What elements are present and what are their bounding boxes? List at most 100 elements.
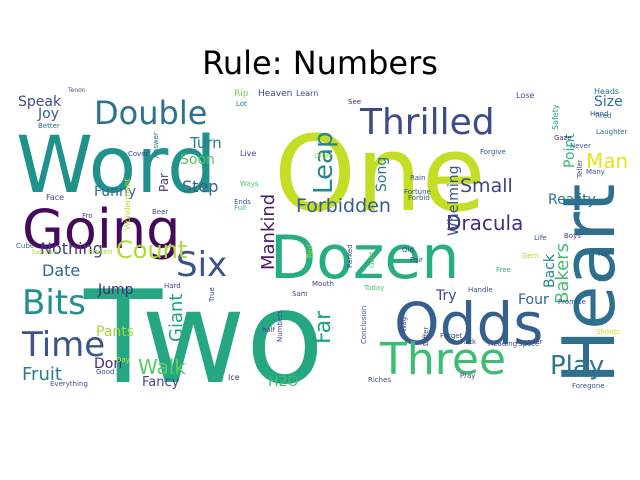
word-half: half — [262, 326, 276, 334]
word-step: Step — [182, 177, 218, 196]
word-speak: Speak — [18, 94, 62, 110]
word-dracula: Dracula — [446, 211, 523, 235]
word-heaven: Heaven — [258, 89, 292, 99]
word-cover: Cover — [128, 150, 149, 158]
word-three: Three — [379, 334, 506, 385]
word-shoots: Shoots — [596, 328, 620, 336]
word-thrilled: Thrilled — [359, 102, 495, 143]
word-everything: Everything — [50, 380, 88, 388]
word-whelming: Whelming — [446, 165, 462, 236]
word-today: Today — [363, 284, 384, 292]
word-don: Don — [94, 356, 122, 372]
word-space: Space — [518, 340, 539, 348]
word-free: Free — [496, 266, 511, 274]
word-forbidden: Forbidden — [296, 195, 391, 217]
word-soon: Soon — [180, 152, 215, 168]
word-hard: Hard — [164, 282, 181, 290]
word-funny: Funny — [94, 184, 136, 200]
word-four: Four — [518, 292, 549, 308]
word-red: Red — [306, 245, 314, 258]
word-mouth: Mouth — [312, 280, 334, 288]
word-size: Size — [594, 94, 623, 110]
word-par: Par — [157, 173, 171, 192]
word-try: Try — [435, 288, 457, 304]
word-heading: Heading — [488, 340, 517, 348]
word-bits: Bits — [22, 283, 86, 323]
word-song: Song — [374, 157, 390, 192]
word-giant: Giant — [166, 294, 187, 342]
word-fancy: Fancy — [142, 375, 180, 390]
word-better: Better — [38, 122, 60, 130]
word-numbers: Numbers — [276, 310, 284, 342]
word-leap: Leap — [309, 132, 339, 194]
word-walk: Walk — [138, 355, 186, 379]
word-cube: Cube — [16, 242, 34, 250]
word-safety: Safety — [551, 104, 560, 130]
word-full: Full — [234, 204, 246, 212]
word-life: Life — [534, 234, 547, 242]
word-true: True — [208, 287, 216, 303]
word-never: Never — [570, 142, 591, 150]
word-handle: Handle — [468, 286, 493, 294]
word-live: Live — [240, 149, 256, 158]
word-word: Word — [16, 121, 216, 211]
word-two: Two — [83, 264, 324, 390]
word-joy: Joy — [37, 106, 59, 122]
word-h2o: H2O — [268, 374, 298, 390]
word-rip: Rip — [234, 89, 249, 99]
word-gem: Gem — [522, 252, 539, 260]
word-heart: Heart — [547, 184, 628, 384]
word-six: Six — [176, 245, 227, 285]
word-fruit: Fruit — [22, 364, 62, 385]
word-boys: Boys — [564, 232, 581, 240]
word-parked: Parked — [346, 244, 354, 268]
word-promise: Promise — [558, 298, 586, 306]
word-riches: Riches — [368, 376, 391, 384]
word-good: Good — [96, 368, 114, 376]
word-wonderment: Wonderment — [123, 179, 132, 230]
word-gold: Gold — [368, 252, 376, 268]
word-heads: Heads — [594, 87, 619, 96]
word-conclusion: Conclusion — [360, 306, 368, 344]
word-see: See — [348, 98, 361, 106]
word-back: Back — [542, 253, 558, 288]
word-one: One — [274, 113, 486, 235]
word-jump: Jump — [97, 282, 134, 298]
word-gaze: Gaze — [554, 134, 572, 142]
word-double: Double — [94, 94, 207, 132]
word-exercise: Exercise — [32, 249, 57, 256]
word-learn: Learn — [296, 89, 318, 98]
word-differ: Differ — [422, 327, 430, 346]
word-hot: Hot — [598, 250, 611, 258]
word-fro: Fro — [82, 212, 93, 220]
chart-title: Rule: Numbers — [202, 44, 438, 82]
word-foregone: Foregone — [572, 382, 605, 390]
word-tired: Tired — [593, 112, 611, 120]
word-day: Day — [116, 356, 130, 364]
word-rain: Rain — [410, 174, 425, 182]
word-date: Date — [42, 261, 80, 280]
word-going: Going — [22, 198, 180, 261]
word-old: Old — [402, 246, 414, 254]
word-small: Small — [460, 175, 513, 197]
word-broken: Broken — [88, 248, 112, 256]
word-lose: Lose — [516, 91, 534, 100]
word-odds: Odds — [394, 290, 544, 358]
word-sam: Sam — [292, 290, 308, 298]
word-ways: Ways — [240, 180, 259, 188]
word-face: Face — [46, 193, 64, 202]
word-forbid: Forbid — [408, 194, 430, 202]
word-tenon: Tenon — [67, 87, 86, 94]
word-fortune: Fortune — [404, 188, 431, 196]
word-man: Man — [586, 149, 628, 173]
word-time: Time — [21, 325, 105, 365]
word-teller: Teller — [576, 159, 584, 179]
word-pack: Pack — [460, 338, 477, 346]
word-answer: Answer — [152, 132, 160, 158]
word-forgive: Forgive — [480, 148, 506, 156]
word-mankind: Mankind — [258, 194, 279, 270]
word-pray: Pray — [460, 372, 475, 380]
word-point: Point — [562, 133, 578, 168]
word-laughter: Laughter — [596, 128, 628, 136]
